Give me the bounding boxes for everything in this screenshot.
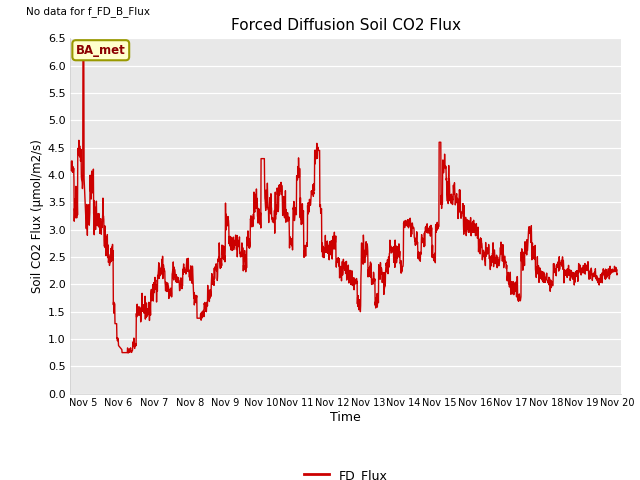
Legend: FD_Flux: FD_Flux xyxy=(299,464,392,480)
Text: BA_met: BA_met xyxy=(76,44,125,57)
X-axis label: Time: Time xyxy=(330,411,361,424)
Title: Forced Diffusion Soil CO2 Flux: Forced Diffusion Soil CO2 Flux xyxy=(230,18,461,33)
Text: No data for f_FD_B_Flux: No data for f_FD_B_Flux xyxy=(26,6,150,17)
Y-axis label: Soil CO2 Flux (μmol/m2/s): Soil CO2 Flux (μmol/m2/s) xyxy=(31,139,44,293)
